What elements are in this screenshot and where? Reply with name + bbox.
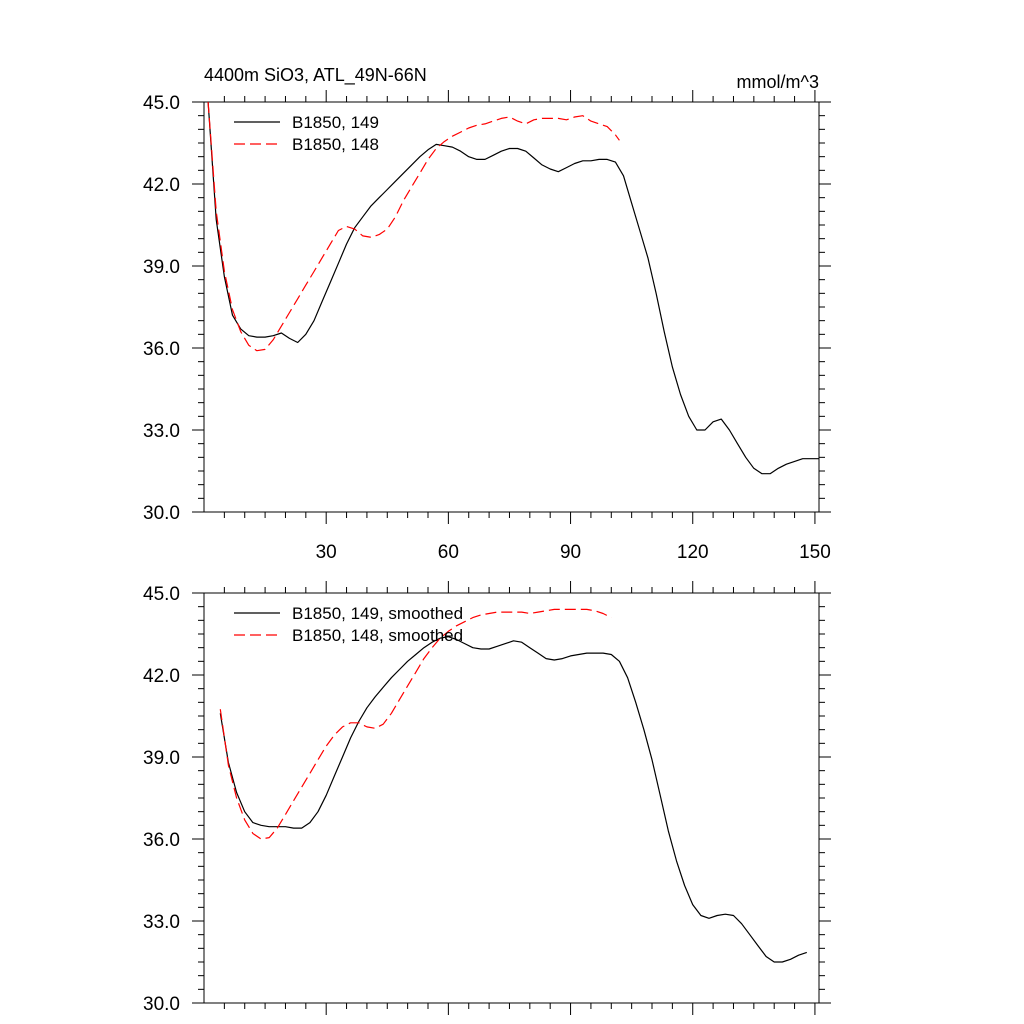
plot-frame	[203, 592, 820, 1004]
chart-title: 4400m SiO3, ATL_49N-66N	[204, 65, 427, 86]
series-line-2	[219, 608, 612, 840]
y-tick-label: 45.0	[143, 584, 180, 605]
y-tick-label: 39.0	[143, 257, 180, 278]
y-tick-label: 36.0	[143, 339, 180, 360]
y-tick-label: 33.0	[143, 912, 180, 933]
legend-label-1: B1850, 149, smoothed	[292, 604, 463, 623]
y-tick-label: 30.0	[143, 994, 180, 1015]
legend: B1850, 149 B1850, 148	[234, 113, 379, 154]
series-line-1	[219, 636, 807, 963]
plot-frame	[203, 101, 820, 513]
x-tick-label: 60	[438, 542, 459, 563]
top-panel: 4400m SiO3, ATL_49N-66N mmol/m^3 30 60 90 1…	[143, 65, 831, 563]
x-tick-labels: 30 60 90 120 150	[316, 542, 831, 563]
y-tick-label: 42.0	[143, 666, 180, 687]
axis-ticks	[192, 581, 831, 1015]
y-tick-label: 39.0	[143, 748, 180, 769]
x-tick-label: 30	[316, 542, 337, 563]
y-tick-labels: 30.0 33.0 36.0 39.0 42.0 45.0	[143, 584, 180, 1015]
x-tick-label: 150	[799, 542, 831, 563]
y-tick-labels: 30.0 33.0 36.0 39.0 42.0 45.0	[143, 93, 180, 524]
y-tick-label: 45.0	[143, 93, 180, 114]
y-tick-label: 42.0	[143, 175, 180, 196]
y-tick-label: 30.0	[143, 503, 180, 524]
x-tick-label: 120	[677, 542, 709, 563]
y-tick-label: 33.0	[143, 421, 180, 442]
axis-ticks	[192, 90, 831, 524]
series-lines	[219, 608, 807, 963]
y-tick-label: 36.0	[143, 830, 180, 851]
bottom-panel: 30.0 33.0 36.0 39.0 42.0 45.0 B1850, 149, smo…	[143, 581, 831, 1015]
legend: B1850, 149, smoothed B1850, 148, smoothed	[234, 604, 463, 645]
series-line-1	[207, 101, 819, 475]
units-label: mmol/m^3	[737, 72, 819, 92]
series-line-2	[207, 101, 620, 352]
legend-label-2: B1850, 148	[292, 135, 379, 154]
legend-label-1: B1850, 149	[292, 113, 379, 132]
legend-label-2: B1850, 148, smoothed	[292, 626, 463, 645]
series-lines	[207, 101, 819, 475]
x-tick-label: 90	[560, 542, 581, 563]
